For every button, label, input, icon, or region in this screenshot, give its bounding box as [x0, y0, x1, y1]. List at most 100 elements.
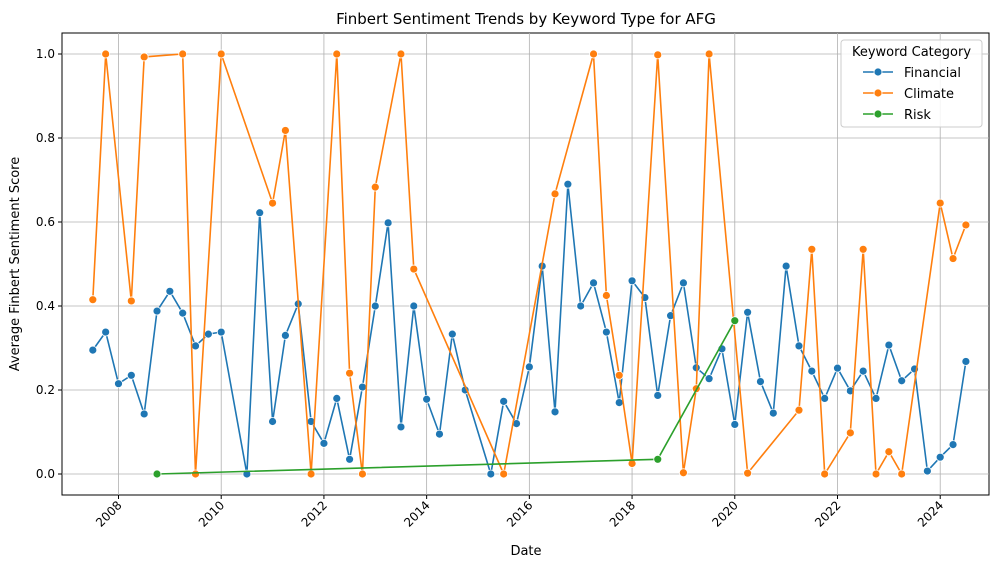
- data-point-financial: [756, 377, 765, 387]
- data-point-financial: [704, 374, 714, 384]
- data-point-climate: [961, 220, 971, 230]
- data-point-climate: [306, 469, 316, 479]
- data-point-financial: [858, 366, 868, 376]
- data-point-climate: [550, 189, 560, 199]
- data-point-financial: [396, 422, 406, 432]
- data-point-financial: [884, 340, 894, 350]
- data-point-financial: [139, 409, 149, 419]
- y-tick-label: 0.4: [36, 299, 55, 313]
- data-point-climate: [897, 469, 907, 479]
- data-point-financial: [216, 327, 226, 337]
- data-point-financial: [794, 341, 804, 351]
- data-point-climate: [845, 428, 855, 438]
- legend-box: [840, 39, 983, 128]
- data-point-financial: [627, 276, 637, 286]
- data-point-financial: [178, 308, 188, 318]
- data-point-climate: [820, 469, 830, 479]
- data-point-financial: [281, 330, 290, 340]
- y-tick-label: 0.8: [36, 131, 55, 145]
- data-point-climate: [884, 447, 894, 457]
- data-point-climate: [871, 469, 881, 479]
- y-tick-label: 1.0: [36, 47, 55, 61]
- data-point-climate: [935, 198, 945, 208]
- data-point-financial: [833, 363, 842, 373]
- legend-title: Keyword Category: [852, 45, 971, 60]
- data-point-financial: [807, 366, 817, 376]
- data-point-climate: [794, 405, 804, 415]
- data-point-climate: [589, 49, 598, 59]
- data-point-financial: [550, 407, 560, 417]
- data-point-financial: [114, 379, 123, 389]
- data-point-climate: [332, 49, 342, 59]
- data-point-financial: [203, 329, 213, 339]
- data-point-financial: [730, 420, 740, 429]
- data-point-financial: [897, 376, 907, 386]
- data-point-financial: [332, 393, 342, 403]
- data-point-climate: [653, 50, 663, 60]
- x-axis-label: Date: [510, 544, 541, 559]
- data-point-financial: [935, 452, 945, 462]
- legend-label-financial: Financial: [904, 66, 961, 81]
- data-point-climate: [858, 244, 868, 254]
- data-point-financial: [743, 307, 753, 317]
- data-point-climate: [499, 469, 509, 479]
- series-layer: [88, 49, 971, 479]
- x-tick-label: 2014: [401, 498, 432, 529]
- legend-marker-risk: [873, 109, 883, 119]
- data-point-climate: [88, 295, 98, 305]
- data-point-financial: [820, 393, 830, 403]
- data-point-financial: [679, 278, 688, 288]
- data-point-climate: [948, 254, 958, 263]
- y-tick-label: 0.2: [36, 383, 55, 397]
- data-point-financial: [563, 179, 573, 189]
- data-point-climate: [345, 368, 355, 378]
- data-point-risk: [653, 454, 663, 464]
- data-point-financial: [486, 469, 496, 479]
- data-point-financial: [101, 327, 111, 337]
- data-point-financial: [370, 301, 380, 311]
- data-point-climate: [679, 468, 688, 478]
- legend-marker-financial: [873, 67, 883, 77]
- data-point-climate: [191, 469, 200, 479]
- data-point-climate: [178, 49, 188, 59]
- y-tick-label: 0.6: [36, 215, 55, 229]
- y-tick-label: 0.0: [36, 467, 55, 481]
- data-point-financial: [409, 301, 419, 311]
- data-point-financial: [358, 382, 367, 392]
- legend-marker-climate: [873, 88, 883, 98]
- data-point-financial: [653, 391, 663, 400]
- data-point-climate: [370, 182, 380, 192]
- data-point-financial: [576, 301, 586, 311]
- data-point-financial: [345, 454, 355, 464]
- data-point-climate: [139, 52, 149, 62]
- data-point-financial: [319, 438, 329, 448]
- data-point-risk: [730, 316, 740, 326]
- x-tick-label: 2012: [299, 498, 330, 529]
- data-point-financial: [961, 357, 971, 366]
- x-tick-label: 2010: [196, 498, 227, 529]
- x-tick-label: 2018: [607, 498, 638, 529]
- y-axis-label: Average Finbert Sentiment Score: [8, 157, 23, 371]
- data-point-financial: [871, 393, 881, 403]
- series-line-climate: [92, 53, 967, 477]
- data-point-financial: [666, 311, 675, 321]
- data-point-climate: [601, 291, 611, 300]
- data-point-financial: [191, 341, 200, 351]
- data-point-climate: [704, 49, 714, 59]
- data-point-financial: [922, 466, 932, 476]
- x-tick-label: 2016: [504, 498, 535, 529]
- chart-title: Finbert Sentiment Trends by Keyword Type…: [336, 10, 716, 28]
- data-point-financial: [447, 329, 457, 339]
- data-point-financial: [589, 278, 598, 288]
- data-point-financial: [435, 429, 444, 439]
- plot-area: [61, 32, 990, 496]
- data-point-financial: [948, 440, 958, 450]
- data-point-financial: [601, 327, 611, 337]
- data-point-financial: [126, 370, 136, 380]
- data-point-financial: [165, 286, 175, 296]
- x-tick-label: 2008: [93, 498, 124, 529]
- data-point-climate: [743, 468, 753, 478]
- data-point-climate: [281, 126, 290, 135]
- data-point-climate: [409, 264, 419, 274]
- data-point-climate: [268, 198, 277, 208]
